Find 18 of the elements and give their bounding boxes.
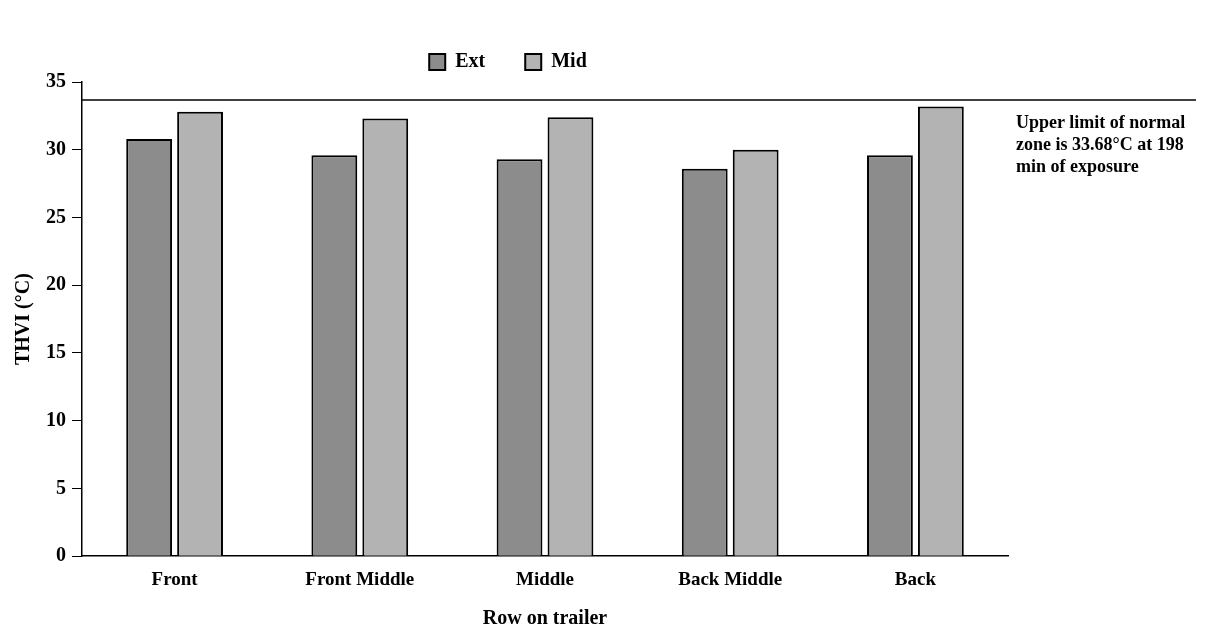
- y-tick-label: 30: [46, 136, 66, 159]
- ref-line-label: Upper limit of normal zone is 33.68°C at 198 min of exposure: [1016, 111, 1186, 176]
- x-tick-label: Front Middle: [305, 567, 415, 589]
- y-tick-label: 20: [46, 272, 66, 295]
- y-tick-label: 5: [56, 475, 66, 498]
- x-tick-label: Back: [894, 567, 937, 589]
- y-tick-label: 15: [46, 340, 66, 363]
- y-tick-label: 10: [46, 407, 66, 430]
- x-tick-label: Front: [151, 567, 199, 589]
- y-tick-label: 35: [46, 69, 66, 92]
- y-tick-label: 0: [56, 543, 66, 566]
- x-tick-label: Middle: [515, 567, 575, 589]
- legend-label: Mid: [551, 49, 587, 72]
- y-axis-title: THVI (°C): [11, 273, 35, 366]
- legend-label: Ext: [455, 49, 486, 72]
- x-tick-label: Back Middle: [678, 567, 783, 589]
- y-tick-label: 25: [46, 204, 66, 227]
- x-axis-title: Row on trailer: [482, 606, 608, 629]
